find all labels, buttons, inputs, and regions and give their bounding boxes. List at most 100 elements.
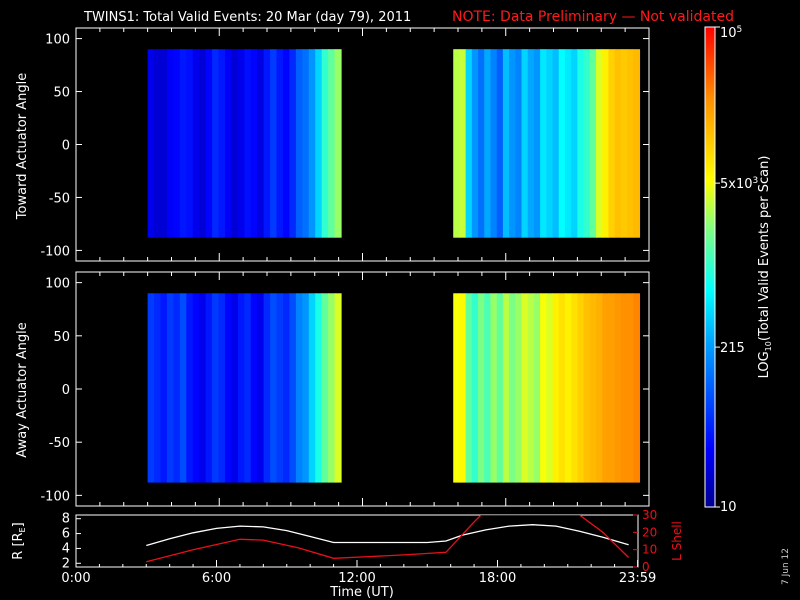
heatmap-column	[231, 49, 239, 238]
y-axis-label-away: Away Actuator Angle	[15, 322, 30, 457]
heatmap-column	[302, 293, 310, 483]
heatmap-column	[478, 49, 485, 238]
heatmap-column	[533, 293, 541, 483]
y-tick-label: -100	[40, 244, 70, 259]
heatmap-column	[173, 49, 181, 238]
heatmap-column	[602, 293, 610, 483]
heatmap-column	[502, 49, 510, 238]
y-axis-label-r: R [RE]	[11, 522, 27, 559]
heatmap-columns	[147, 49, 641, 238]
heatmap-column	[558, 293, 566, 483]
heatmap-column	[633, 293, 641, 483]
colorbar-gradient	[705, 27, 715, 507]
x-tick-label: 0:00	[61, 571, 90, 586]
heatmap-column	[533, 49, 541, 238]
x-tick-label: 23:59	[619, 571, 656, 586]
colorbar-ticks: 10 215 5x103 105	[715, 25, 758, 515]
heatmap-column	[546, 49, 554, 238]
heatmap-column	[270, 49, 278, 238]
heatmap-column	[465, 49, 473, 238]
date-stamp: 7 Jun 12	[781, 548, 791, 585]
heatmap-column	[289, 49, 297, 238]
heatmap-column	[620, 293, 628, 483]
colorbar-tick-label: 215	[720, 341, 745, 356]
heatmap-column	[453, 293, 461, 483]
heatmap-column	[250, 293, 258, 483]
y-tick-label-lshell: 0	[642, 560, 650, 574]
heatmap-column	[490, 49, 498, 238]
heatmap-column	[283, 49, 291, 238]
heatmap-column	[160, 293, 168, 483]
heatmap-column	[602, 49, 610, 238]
heatmap-column	[502, 293, 510, 483]
heatmap-column	[250, 49, 258, 238]
heatmap-column	[263, 49, 271, 238]
heatmap-column	[231, 293, 239, 483]
heatmap-column	[283, 293, 291, 483]
heatmap-column	[583, 293, 591, 483]
y-tick-label: 100	[45, 33, 70, 48]
y-tick-label-r: 6	[62, 527, 70, 542]
heatmap-column	[583, 49, 591, 238]
y-tick-label: 50	[53, 86, 70, 101]
heatmap-column	[147, 293, 155, 483]
heatmap-column	[627, 49, 634, 238]
colorbar-frame	[704, 26, 716, 508]
heatmap-column	[295, 49, 303, 238]
heatmap-column	[334, 293, 342, 483]
heatmap-column	[521, 49, 529, 238]
heatmap-column	[276, 49, 284, 238]
y-tick-label: 50	[53, 330, 70, 345]
heatmap-column	[571, 49, 578, 238]
y-tick-label: 100	[45, 277, 70, 292]
heatmap-column	[257, 49, 265, 238]
heatmap-column	[224, 293, 233, 483]
heatmap-column	[270, 293, 278, 483]
heatmap-column	[315, 293, 323, 483]
heatmap-column	[237, 49, 245, 238]
r-label-sub: E	[18, 527, 27, 532]
heatmap-column	[315, 49, 323, 238]
colorbar-label-rest: (Total Valid Events per Scan)	[757, 156, 772, 342]
heatmap-column	[620, 49, 628, 238]
orbit-lines	[146, 515, 630, 563]
heatmap-column	[627, 293, 634, 483]
heatmap-column	[212, 49, 220, 238]
heatmap-column	[289, 293, 297, 483]
heatmap-column	[244, 49, 252, 238]
heatmap-column	[608, 293, 616, 483]
heatmap-column	[564, 49, 572, 238]
heatmap-column	[186, 293, 194, 483]
x-tick-label: 18:00	[479, 571, 516, 586]
heatmap-column	[218, 49, 226, 238]
heatmap-column	[546, 293, 554, 483]
y-tick-label-lshell: 20	[642, 525, 657, 539]
heatmap-column	[237, 293, 245, 483]
heatmap-column	[147, 49, 155, 238]
heatmap-column	[527, 49, 535, 238]
heatmap-column	[186, 49, 194, 238]
heatmap-column	[552, 49, 560, 238]
heatmap-column	[321, 293, 329, 483]
toward-heatmap-panel: 100 50 0 -50 -100 Toward Actuator Angle	[15, 27, 650, 262]
lshell-series-line	[146, 515, 630, 563]
heatmap-column	[192, 49, 200, 238]
heatmap-column	[328, 49, 336, 238]
heatmap-column	[596, 49, 603, 238]
y-tick-label: -50	[49, 436, 70, 451]
x-tick-label: 12:00	[338, 571, 375, 586]
heatmap-column	[192, 293, 200, 483]
y-axis-label-toward: Toward Actuator Angle	[15, 73, 30, 220]
heatmap-column	[589, 49, 597, 238]
colorbar-tick-label: 105	[720, 25, 742, 41]
heatmap-column	[471, 49, 479, 238]
heatmap-column	[218, 293, 226, 483]
colorbar-label: LOG10(Total Valid Events per Scan)	[757, 156, 773, 379]
heatmap-column	[614, 293, 622, 483]
y-tick-label-lshell: 30	[642, 508, 657, 522]
heatmap-column	[558, 49, 566, 238]
